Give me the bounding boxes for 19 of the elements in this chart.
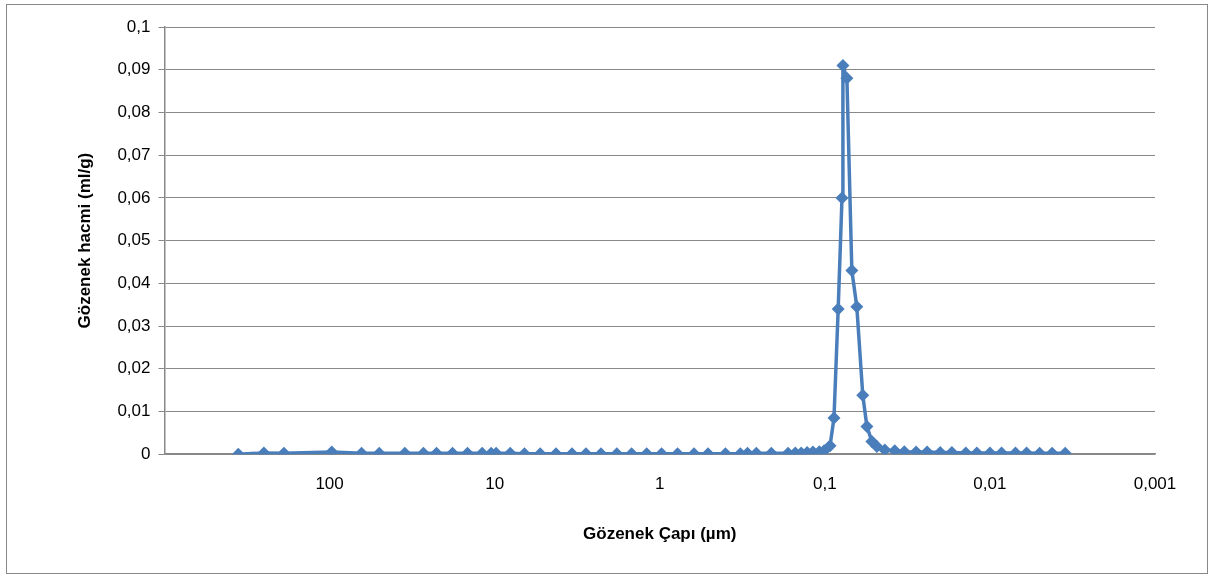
y-tick-label: 0,07 <box>117 144 151 164</box>
x-tick-label: 100 <box>315 474 344 494</box>
y-tick-label: 0,1 <box>126 16 151 36</box>
y-tick-label: 0,05 <box>117 230 151 250</box>
x-tick-label: 10 <box>485 474 505 494</box>
y-tick-label: 0,08 <box>117 102 151 122</box>
x-axis-title: Gözenek Çapı (µm) <box>583 524 737 544</box>
y-tick-label: 0,01 <box>117 401 151 421</box>
x-tick-label: 0,01 <box>973 474 1007 494</box>
y-tick-label: 0,03 <box>117 315 151 335</box>
y-tick-label: 0,04 <box>117 273 151 293</box>
x-tick-label: 0,1 <box>813 474 837 494</box>
x-tick-label: 0,001 <box>1133 474 1177 494</box>
y-tick-label: 0,02 <box>117 358 151 378</box>
y-axis-title: Gözenek hacmi (ml/g) <box>74 152 94 329</box>
y-tick-label: 0,09 <box>117 59 151 79</box>
y-tick-label: 0,06 <box>117 187 151 207</box>
y-tick-label: 0 <box>141 443 151 463</box>
x-tick-label: 1 <box>655 474 665 494</box>
